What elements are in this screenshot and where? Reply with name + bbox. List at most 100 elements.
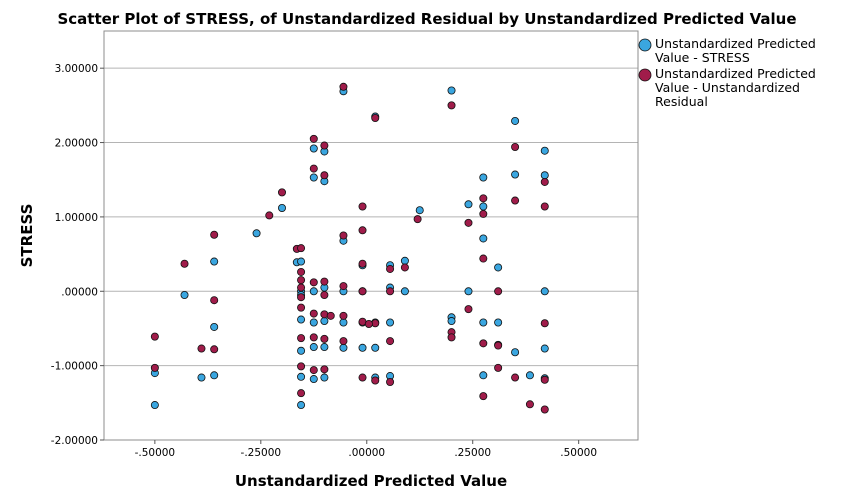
data-point [309, 375, 318, 384]
data-point [400, 263, 409, 272]
data-point [309, 333, 318, 342]
data-point [511, 170, 520, 179]
data-point [511, 116, 520, 125]
data-point [358, 259, 367, 268]
legend-marker [638, 38, 652, 52]
data-point [320, 290, 329, 299]
data-point [309, 309, 318, 318]
data-point [210, 230, 219, 239]
data-point [540, 171, 549, 180]
data-point [525, 400, 534, 409]
data-point [464, 200, 473, 209]
data-point [386, 287, 395, 296]
data-point [320, 343, 329, 352]
data-point [371, 114, 380, 123]
data-point [297, 303, 306, 312]
x-tick-label: .25000 [454, 447, 491, 459]
data-point [364, 319, 373, 328]
data-point [464, 218, 473, 227]
plot-frame [103, 30, 639, 441]
data-point [358, 287, 367, 296]
data-point [309, 366, 318, 375]
data-point [339, 282, 348, 291]
y-tick-label: 2.00000 [55, 138, 98, 150]
data-point [180, 259, 189, 268]
point-layer [150, 82, 549, 414]
data-point [320, 334, 329, 343]
legend-marker [638, 68, 652, 82]
data-point [309, 318, 318, 327]
data-point [339, 82, 348, 91]
data-point [511, 348, 520, 357]
data-point [447, 317, 456, 326]
data-point [297, 267, 306, 276]
data-point [525, 371, 534, 380]
data-point [358, 226, 367, 235]
data-point [479, 194, 488, 203]
y-axis-title: STRESS [18, 204, 36, 268]
legend-label: Unstandardized Predicted [655, 36, 816, 51]
data-point [479, 318, 488, 327]
tick-layer: -2.00000 -1.00000 .00000 1.00000 2.00000 3.00… [51, 63, 597, 459]
data-point [277, 188, 286, 197]
data-point [320, 141, 329, 150]
data-point [386, 377, 395, 386]
data-point [339, 311, 348, 320]
x-tick-label: .00000 [348, 447, 385, 459]
data-point [358, 373, 367, 382]
data-point [494, 341, 503, 350]
data-point [297, 315, 306, 324]
data-point [309, 287, 318, 296]
data-point [339, 318, 348, 327]
data-point [297, 244, 306, 253]
data-point [479, 371, 488, 380]
data-point [339, 343, 348, 352]
data-point [511, 196, 520, 205]
data-point [479, 339, 488, 348]
data-point [297, 362, 306, 371]
data-point [197, 373, 206, 382]
data-point [479, 202, 488, 211]
legend-label: Value - Unstandardized [655, 80, 800, 95]
data-point [540, 287, 549, 296]
data-point [309, 134, 318, 143]
data-point [371, 343, 380, 352]
data-point [297, 276, 306, 285]
data-point [540, 319, 549, 328]
data-point [447, 101, 456, 110]
data-point [371, 376, 380, 385]
data-point [511, 373, 520, 382]
data-point [540, 146, 549, 155]
data-point [413, 215, 422, 224]
x-tick-label: -.50000 [135, 447, 176, 459]
data-point [150, 332, 159, 341]
data-point [150, 363, 159, 372]
series-2 [150, 82, 549, 414]
x-tick-label: .50000 [560, 447, 597, 459]
data-point [320, 365, 329, 374]
data-point [210, 345, 219, 354]
y-tick-label: 1.00000 [55, 212, 98, 224]
data-point [415, 206, 424, 215]
data-point [297, 257, 306, 266]
data-point [479, 254, 488, 263]
data-point [265, 211, 274, 220]
data-point [479, 173, 488, 182]
data-point [197, 344, 206, 353]
data-point [210, 296, 219, 305]
data-point [339, 231, 348, 240]
data-point [540, 405, 549, 414]
data-point [320, 277, 329, 286]
data-point [210, 257, 219, 266]
data-point [297, 334, 306, 343]
data-point [386, 337, 395, 346]
data-point [400, 256, 409, 265]
data-point [479, 392, 488, 401]
data-point [320, 317, 329, 326]
data-point [511, 143, 520, 152]
legend-label: Value - STRESS [655, 50, 750, 65]
data-point [309, 144, 318, 153]
data-point [210, 322, 219, 331]
